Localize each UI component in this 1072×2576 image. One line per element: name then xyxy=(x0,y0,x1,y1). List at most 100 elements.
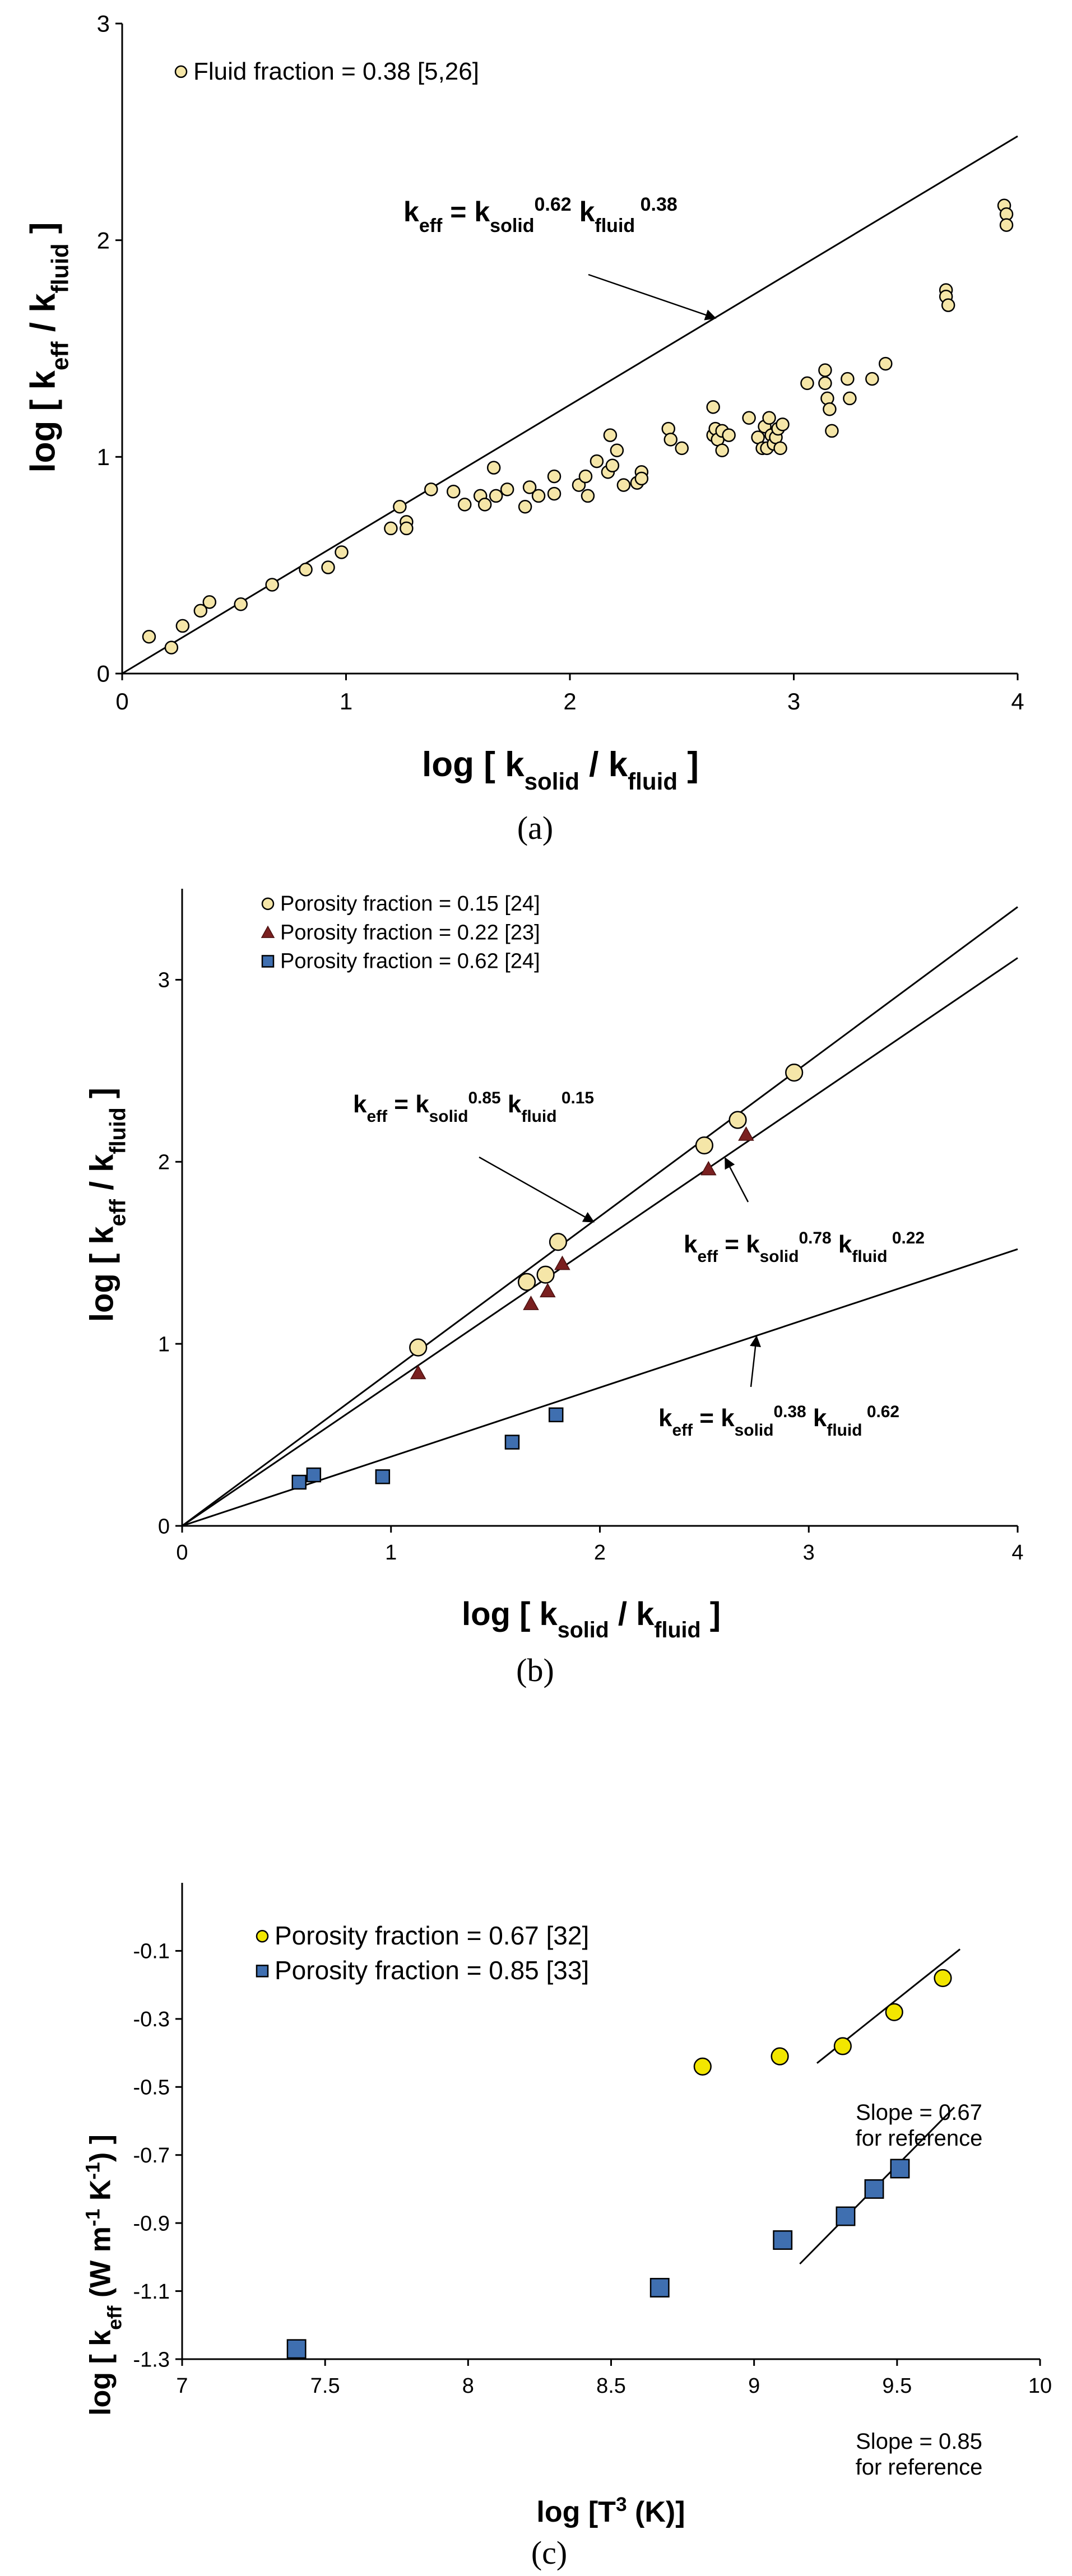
legend-marker xyxy=(261,955,275,968)
data-point xyxy=(581,489,595,503)
data-point xyxy=(522,480,537,494)
equation-arrow-3 xyxy=(750,1335,761,1387)
y-tick-label: -0.1 xyxy=(133,1940,170,1964)
data-point xyxy=(693,2057,712,2076)
y-tick-label: 3 xyxy=(158,969,170,992)
data-point xyxy=(605,458,620,473)
x-axis-label: log [ ksolid / kfluid ] xyxy=(422,745,699,795)
equation-arrow-2 xyxy=(725,1157,749,1203)
x-axis-label: log [ ksolid / kfluid ] xyxy=(462,1596,721,1642)
data-point xyxy=(706,400,720,414)
data-point xyxy=(447,484,461,499)
x-tick-label: 8 xyxy=(462,2374,474,2398)
equation-label-1: keff = ksolid0.85 kfluid 0.15 xyxy=(353,1089,594,1126)
data-point xyxy=(934,1969,952,1988)
data-point xyxy=(879,356,893,371)
data-point xyxy=(523,1296,539,1310)
model-line-1 xyxy=(122,135,1018,675)
data-point xyxy=(675,441,689,456)
legend-entry: Porosity fraction = 0.85 [33] xyxy=(275,1956,589,1985)
data-point xyxy=(590,454,604,468)
slope-note-2: Slope = 0.85 xyxy=(856,2429,982,2454)
data-point xyxy=(321,560,335,574)
x-axis-label: log [T3 (K)] xyxy=(536,2494,685,2529)
series-2 xyxy=(286,2159,910,2359)
data-point xyxy=(202,595,217,609)
x-tick-label: 7 xyxy=(176,2374,188,2398)
x-tick-label: 2 xyxy=(594,1541,606,1565)
y-tick-label: 3 xyxy=(97,11,110,37)
data-point xyxy=(785,1064,804,1082)
data-point xyxy=(504,1435,520,1450)
data-point xyxy=(549,1233,568,1251)
data-point xyxy=(578,469,593,484)
data-point xyxy=(836,2206,856,2226)
data-point xyxy=(175,619,190,633)
data-point xyxy=(762,411,776,425)
data-point xyxy=(286,2339,307,2359)
x-tick-label: 3 xyxy=(803,1541,815,1565)
x-tick-label: 3 xyxy=(787,688,800,714)
panel-label: (c) xyxy=(531,2535,567,2571)
x-tick-label: 9.5 xyxy=(882,2374,912,2398)
data-point xyxy=(393,500,407,514)
chart-b: 0 1 2 3 4 0 1 2 3 log [ ksolid / kfluid ] log [ ke… xyxy=(83,889,1024,1688)
data-point xyxy=(818,376,832,391)
data-point xyxy=(999,218,1014,232)
x-tick-label: 4 xyxy=(1011,1541,1023,1565)
legend-entry: Porosity fraction = 0.67 [32] xyxy=(275,1921,589,1950)
data-point xyxy=(663,433,678,447)
data-point xyxy=(299,563,313,577)
data-point xyxy=(486,461,501,475)
series-3 xyxy=(291,1407,564,1490)
y-tick-label: -0.5 xyxy=(133,2076,170,2100)
y-tick-label: 1 xyxy=(97,444,110,470)
chart-a: 0 1 2 3 4 0 1 2 3 log [ ksolid / kfluid ] log [ ke… xyxy=(24,11,1024,846)
data-point xyxy=(610,443,624,457)
legend-marker xyxy=(261,925,275,938)
data-point xyxy=(457,498,472,512)
data-point xyxy=(715,443,729,457)
x-tick-label: 4 xyxy=(1011,688,1024,714)
data-point xyxy=(536,1265,555,1284)
x-tick-label: 0 xyxy=(115,688,128,714)
y-axis-label: log [ keff / kfluid ] xyxy=(83,1088,130,1322)
y-tick-label: 0 xyxy=(158,1515,170,1538)
data-point xyxy=(700,1161,717,1176)
y-tick-label: 2 xyxy=(158,1151,170,1175)
data-point xyxy=(649,2278,670,2297)
data-point xyxy=(843,391,857,406)
x-tick-label: 9 xyxy=(748,2374,760,2398)
chart-c: 7 7.5 8 8.5 9 9.5 10 -1.3 -1.1 -0.9 -0.7 -0.5 -0.3 -0… xyxy=(82,1883,1052,2571)
data-point xyxy=(616,478,631,492)
data-point xyxy=(500,482,514,496)
data-point xyxy=(771,2047,789,2066)
legend-marker xyxy=(256,1930,269,1943)
data-point xyxy=(833,2037,852,2055)
panel-label: (a) xyxy=(517,810,553,846)
data-point xyxy=(941,298,955,312)
data-point xyxy=(234,597,248,611)
data-point xyxy=(384,521,398,536)
x-tick-label: 2 xyxy=(563,688,576,714)
data-point xyxy=(818,363,832,377)
data-point xyxy=(864,2179,884,2199)
data-point xyxy=(825,424,839,438)
data-point xyxy=(531,489,546,503)
data-point xyxy=(400,521,414,536)
equation-arrow-1 xyxy=(588,273,717,321)
data-point xyxy=(517,1273,536,1291)
data-point xyxy=(540,1283,556,1298)
legend-entry: Porosity fraction = 0.62 [24] xyxy=(280,950,540,973)
data-point xyxy=(885,2003,903,2021)
slope-note-1: Slope = 0.67 xyxy=(856,2100,982,2125)
legend-marker xyxy=(174,65,188,78)
legend-marker xyxy=(261,897,275,911)
y-tick-label: -1.1 xyxy=(133,2280,170,2304)
data-point xyxy=(265,578,279,592)
data-point xyxy=(742,411,756,425)
equation-arrow-1 xyxy=(479,1156,595,1223)
slope-note-1: for reference xyxy=(856,2126,983,2151)
model-line-1 xyxy=(182,906,1018,1527)
